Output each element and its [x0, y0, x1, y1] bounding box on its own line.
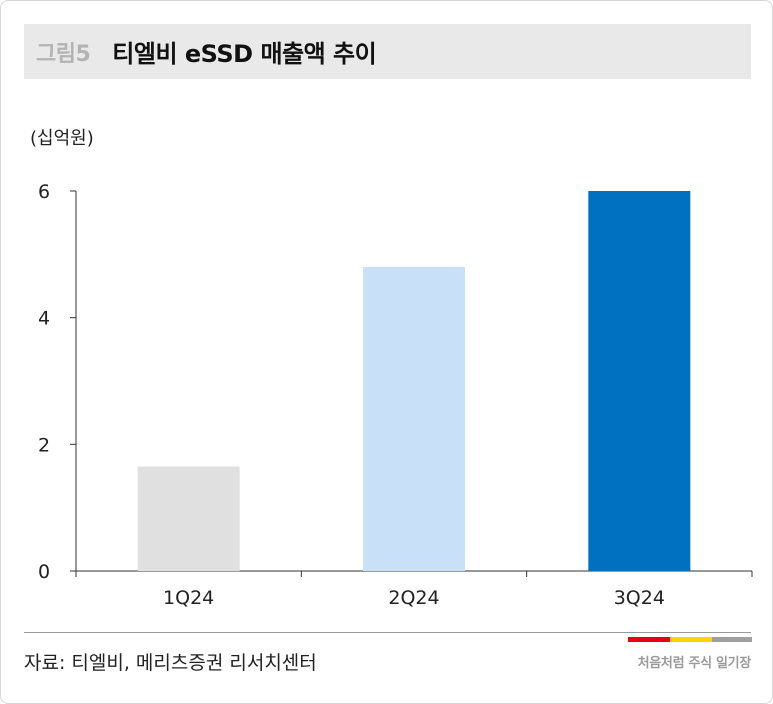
chart-title: 티엘비 eSSD 매출액 추이 [112, 40, 377, 68]
footer-divider [24, 632, 751, 633]
brand-stripe-gray [712, 637, 752, 642]
y-tick-label: 0 [38, 561, 50, 583]
x-tick-label: 1Q24 [163, 587, 214, 609]
bar-3q24 [588, 191, 691, 571]
y-axis-unit-label: (십억원) [30, 128, 94, 149]
brand-stripe-red [628, 637, 670, 642]
y-tick-label: 6 [38, 181, 50, 203]
bar-2q24 [363, 267, 465, 571]
title-bar: 그림5 티엘비 eSSD 매출액 추이 [24, 24, 751, 79]
brand-stripe-yellow [670, 637, 712, 642]
x-tick-label: 3Q24 [614, 587, 665, 609]
y-tick-label: 4 [38, 308, 50, 330]
figure-number: 그림5 [36, 41, 91, 67]
brand-label: 처음처럼 주식 일기장 [637, 656, 752, 671]
bar-1q24 [137, 466, 240, 571]
x-tick-label: 2Q24 [388, 587, 439, 609]
source-note: 자료: 티엘비, 메리츠증권 리서치센터 [24, 652, 317, 674]
y-tick-label: 2 [38, 434, 50, 456]
